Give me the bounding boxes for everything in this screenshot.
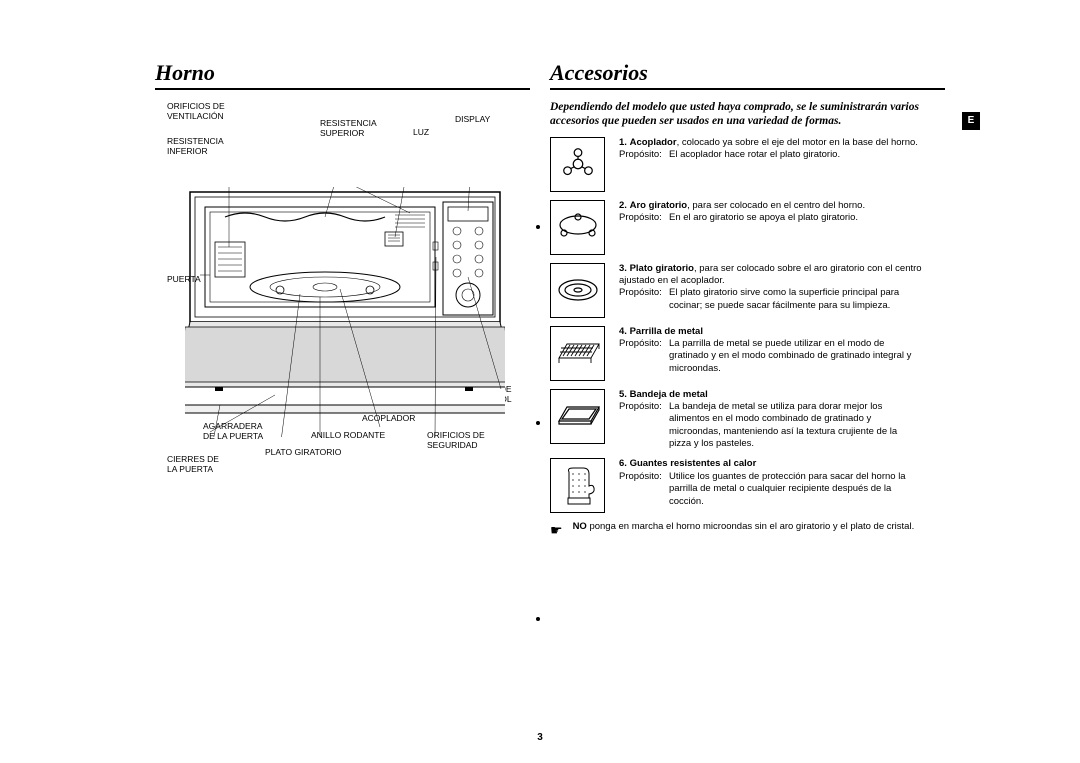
- accessory-row: 6. Guantes resistentes al calorPropósito…: [550, 458, 945, 513]
- label-vent-orifices: ORIFICIOS DEVENTILACIÓN: [167, 102, 225, 122]
- accessory-icon: [550, 137, 605, 192]
- accessories-list: 1. Acoplador, colocado ya sobre el eje d…: [550, 137, 945, 514]
- language-badge: E: [962, 112, 980, 130]
- warning-rest: ponga en marcha el horno microondas sin …: [587, 521, 914, 532]
- accessory-row: 3. Plato giratorio, para ser colocado so…: [550, 263, 945, 318]
- label-turntable: PLATO GIRATORIO: [265, 448, 341, 458]
- warning-note: ☛ NO ponga en marcha el horno microondas…: [550, 521, 945, 539]
- accessory-icon: [550, 458, 605, 513]
- label-display: DISPLAY: [455, 115, 490, 125]
- crop-dot: [536, 421, 540, 425]
- label-light: LUZ: [413, 128, 429, 138]
- oven-illustration: [185, 187, 505, 437]
- left-column: Horno ORIFICIOS DEVENTILACIÓN RESISTENCI…: [155, 60, 530, 522]
- crop-dot: [536, 225, 540, 229]
- accessory-row: 1. Acoplador, colocado ya sobre el eje d…: [550, 137, 945, 192]
- accessory-icon: [550, 326, 605, 381]
- label-door-handle: AGARRADERADE LA PUERTA: [203, 422, 263, 442]
- label-upper-resistor: RESISTENCIASUPERIOR: [320, 119, 377, 139]
- intro-text: Dependiendo del modelo que usted haya co…: [550, 100, 945, 129]
- right-column: Accesorios E Dependiendo del modelo que …: [550, 60, 945, 540]
- page-number: 3: [537, 732, 543, 743]
- accessory-text: 5. Bandeja de metalPropósito:La bandeja …: [619, 389, 945, 451]
- accessory-text: 1. Acoplador, colocado ya sobre el eje d…: [619, 137, 945, 162]
- label-safety-holes: ORIFICIOS DESEGURIDAD: [427, 431, 485, 451]
- crop-dot: [536, 617, 540, 621]
- accessory-text: 6. Guantes resistentes al calorPropósito…: [619, 458, 945, 507]
- left-title: Horno: [155, 60, 530, 90]
- accessory-row: 2. Aro giratorio, para ser colocado en e…: [550, 200, 945, 255]
- accessory-icon: [550, 200, 605, 255]
- label-door-latches: CIERRES DELA PUERTA: [167, 455, 219, 475]
- warning-bold: NO: [573, 521, 587, 532]
- label-coupler: ACOPLADOR: [362, 414, 415, 424]
- accessory-text: 4. Parrilla de metalPropósito:La parrill…: [619, 326, 945, 375]
- accessory-row: 4. Parrilla de metalPropósito:La parrill…: [550, 326, 945, 381]
- accessory-text: 3. Plato giratorio, para ser colocado so…: [619, 263, 945, 312]
- accessory-row: 5. Bandeja de metalPropósito:La bandeja …: [550, 389, 945, 451]
- right-title: Accesorios: [550, 60, 945, 90]
- label-roller-ring: ANILLO RODANTE: [311, 431, 385, 441]
- accessory-icon: [550, 389, 605, 444]
- pointing-hand-icon: ☛: [550, 521, 563, 539]
- accessory-text: 2. Aro giratorio, para ser colocado en e…: [619, 200, 945, 225]
- label-lower-resistor: RESISTENCIAINFERIOR: [167, 137, 224, 157]
- accessory-icon: [550, 263, 605, 318]
- oven-diagram: ORIFICIOS DEVENTILACIÓN RESISTENCIAINFER…: [155, 102, 530, 522]
